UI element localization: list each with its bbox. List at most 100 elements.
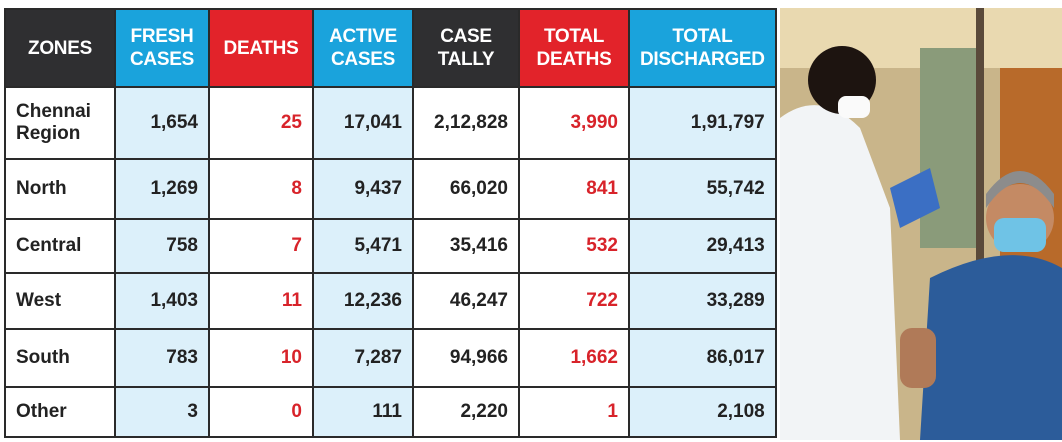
cell-text: 532 (586, 235, 618, 256)
value-cell: 66,020 (413, 159, 519, 219)
cell-text: 1,269 (150, 178, 198, 199)
value-cell: 3,990 (519, 87, 629, 159)
value-cell: 1,91,797 (629, 87, 776, 159)
cell-text: 1,91,797 (691, 112, 765, 133)
cell-text: 3 (187, 401, 198, 422)
value-cell: 1,662 (519, 329, 629, 387)
cell-text: Central (16, 235, 81, 257)
value-cell: 8 (209, 159, 313, 219)
header-cell: ACTIVE CASES (313, 9, 413, 87)
value-cell: 9,437 (313, 159, 413, 219)
cell-text: 11 (282, 290, 302, 311)
value-cell: 1,654 (115, 87, 209, 159)
cell-text: 1,403 (150, 290, 198, 311)
cell-text: 94,966 (450, 347, 508, 368)
table-body: Chennai Region 1,654 25 17,041 2,12,828 3,990… (5, 87, 776, 437)
cell-text: 841 (586, 178, 618, 199)
zone-cell: West (5, 273, 115, 329)
value-cell: 532 (519, 219, 629, 273)
value-cell: 29,413 (629, 219, 776, 273)
value-cell: 7 (209, 219, 313, 273)
value-cell: 111 (313, 387, 413, 437)
zone-cell: Other (5, 387, 115, 437)
cell-text: 1,654 (150, 112, 198, 133)
photo-patient-arm (900, 328, 936, 388)
cell-text: 8 (291, 178, 302, 199)
value-cell: 46,247 (413, 273, 519, 329)
value-cell: 5,471 (313, 219, 413, 273)
cell-text: 25 (281, 112, 302, 133)
photo-patient-shirt (920, 255, 1062, 440)
cell-text: 86,017 (707, 347, 765, 368)
page: ZONES FRESH CASES DEATHS ACTIVE CASES CASE T… (0, 0, 1062, 442)
header-row: ZONES FRESH CASES DEATHS ACTIVE CASES CASE T… (5, 9, 776, 87)
header-text: TOTAL DISCHARGED (640, 25, 765, 71)
photo (780, 8, 1062, 440)
value-cell: 11 (209, 273, 313, 329)
cell-text: 2,220 (460, 401, 508, 422)
value-cell: 94,966 (413, 329, 519, 387)
cell-text: West (16, 290, 61, 312)
cell-text: 3,990 (570, 112, 618, 133)
header-text: TOTAL DEATHS (537, 25, 612, 71)
zone-cell: South (5, 329, 115, 387)
value-cell: 783 (115, 329, 209, 387)
value-cell: 25 (209, 87, 313, 159)
cell-text: 1 (607, 401, 618, 422)
cell-text: 10 (281, 347, 302, 368)
header-cell: CASE TALLY (413, 9, 519, 87)
header-cell: TOTAL DISCHARGED (629, 9, 776, 87)
value-cell: 0 (209, 387, 313, 437)
header-cell: DEATHS (209, 9, 313, 87)
value-cell: 722 (519, 273, 629, 329)
header-cell: FRESH CASES (115, 9, 209, 87)
cell-text: 33,289 (707, 290, 765, 311)
value-cell: 7,287 (313, 329, 413, 387)
cell-text: 7,287 (354, 347, 402, 368)
cell-text: 12,236 (344, 290, 402, 311)
zone-cell: North (5, 159, 115, 219)
cell-text: Chennai Region (16, 101, 91, 145)
cell-text: 46,247 (450, 290, 508, 311)
table-row: Central 758 7 5,471 35,416 532 29,413 (5, 219, 776, 273)
zone-table: ZONES FRESH CASES DEATHS ACTIVE CASES CASE T… (4, 8, 777, 438)
cell-text: 722 (586, 290, 618, 311)
cell-text: 9,437 (354, 178, 402, 199)
header-text: ZONES (28, 37, 92, 60)
table-row: West 1,403 11 12,236 46,247 722 33,289 (5, 273, 776, 329)
cell-text: 2,12,828 (434, 112, 508, 133)
value-cell: 2,220 (413, 387, 519, 437)
value-cell: 1,269 (115, 159, 209, 219)
value-cell: 1 (519, 387, 629, 437)
value-cell: 55,742 (629, 159, 776, 219)
value-cell: 1,403 (115, 273, 209, 329)
cell-text: 1,662 (570, 347, 618, 368)
value-cell: 86,017 (629, 329, 776, 387)
header-text: ACTIVE CASES (329, 25, 397, 71)
cell-text: 29,413 (707, 235, 765, 256)
value-cell: 33,289 (629, 273, 776, 329)
zone-cell: Central (5, 219, 115, 273)
cell-text: 55,742 (707, 178, 765, 199)
cell-text: 758 (166, 235, 198, 256)
value-cell: 2,108 (629, 387, 776, 437)
table-row: Chennai Region 1,654 25 17,041 2,12,828 3,990… (5, 87, 776, 159)
cell-text: 2,108 (717, 401, 765, 422)
zone-cell: Chennai Region (5, 87, 115, 159)
value-cell: 35,416 (413, 219, 519, 273)
photo-patient-mask (994, 218, 1046, 252)
cell-text: Other (16, 401, 67, 423)
header-cell: TOTAL DEATHS (519, 9, 629, 87)
photo-bg-person (920, 48, 980, 248)
table-row: South 783 10 7,287 94,966 1,662 86,017 (5, 329, 776, 387)
value-cell: 17,041 (313, 87, 413, 159)
value-cell: 2,12,828 (413, 87, 519, 159)
cell-text: 17,041 (344, 112, 402, 133)
photo-pole (976, 8, 984, 288)
cell-text: 35,416 (450, 235, 508, 256)
header-text: CASE TALLY (438, 25, 495, 71)
cell-text: 5,471 (354, 235, 402, 256)
header-text: DEATHS (224, 37, 299, 60)
cell-text: 783 (166, 347, 198, 368)
